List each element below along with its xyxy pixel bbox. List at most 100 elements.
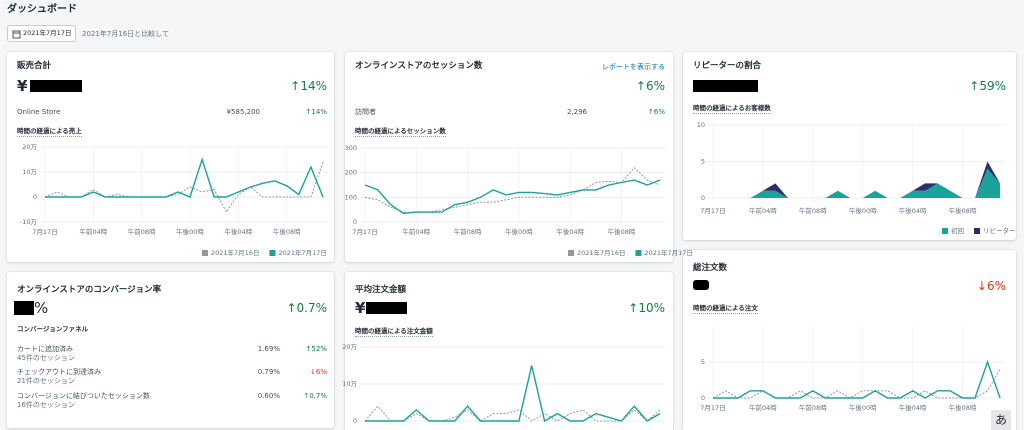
x-tick-label: 午後04時 (225, 227, 253, 236)
card-title: 総注文数 (693, 263, 728, 273)
row-change: ↑6% (648, 108, 665, 116)
row-value: 2,296 (566, 108, 587, 116)
page-title: ダッシュボード (7, 4, 77, 15)
legend-swatch (269, 250, 276, 256)
card-title: 販売合計 (17, 61, 52, 71)
x-tick-label: 午後00時 (849, 403, 877, 412)
change: ↑10% (628, 301, 665, 315)
row-change: ↓6% (310, 368, 327, 376)
row-value: 0.79% (257, 368, 280, 376)
x-tick-label: 午後08時 (949, 206, 977, 215)
row-sub: 45件のセッション (17, 354, 75, 362)
x-tick-label: 午後08時 (608, 227, 636, 236)
card-title: オンラインストアのコンバージョン率 (17, 285, 162, 295)
series-line (364, 405, 661, 422)
legend-label: 2021年7月17日 (644, 248, 692, 257)
value: % (34, 299, 49, 317)
ime-indicator: あ (995, 413, 1008, 427)
y-tick-label: 20万 (342, 343, 357, 351)
y-tick-label: 100 (345, 193, 357, 201)
x-tick-label: 午後08時 (949, 403, 977, 412)
aov-card (345, 272, 673, 430)
y-tick-label: 300 (345, 144, 357, 152)
redacted (30, 80, 82, 92)
x-tick-label: 午後04時 (556, 227, 584, 236)
y-tick-label: 10 (697, 121, 705, 129)
change: ↑59% (969, 79, 1006, 93)
x-tick-label: 7月17日 (352, 228, 377, 236)
redacted (693, 280, 709, 290)
row-change: ↑14% (305, 108, 327, 116)
series-line (44, 161, 324, 213)
row-value: 1.69% (257, 345, 280, 353)
series-area (713, 161, 1000, 198)
chart-title: 時間の経過による注文 (693, 304, 758, 314)
legend-swatch (635, 250, 642, 256)
chart-title: 時間の経過による注文金額 (355, 327, 433, 337)
x-tick-label: 午後00時 (505, 227, 533, 236)
date-label: 2021年7月17日 (23, 29, 72, 37)
row-change: ↑0.7% (303, 392, 327, 400)
y-tick-label: 5 (701, 158, 705, 166)
x-tick-label: 午後04時 (899, 206, 927, 215)
report-link[interactable]: レポートを表示する (602, 63, 665, 71)
x-tick-label: 午後08時 (273, 227, 301, 236)
y-tick-label: 20万 (22, 143, 37, 151)
series-line (364, 179, 661, 215)
row-change: ↑52% (305, 345, 327, 353)
conversion-card (7, 272, 334, 428)
series-line (712, 368, 1001, 399)
y-tick-label: 0 (353, 417, 357, 425)
currency: ¥ (17, 77, 28, 95)
y-tick-label: 200 (345, 169, 357, 177)
x-tick-label: 午前08時 (454, 227, 482, 236)
series-line (713, 359, 1001, 399)
x-tick-label: 午前04時 (79, 227, 107, 236)
chart-title: 時間の経過によるお客様数 (693, 104, 771, 114)
row-value: 0.60% (257, 392, 280, 400)
x-tick-label: 7月17日 (700, 404, 725, 412)
change: ↑6% (635, 79, 665, 93)
row-label: カートに追加済み (17, 345, 73, 353)
funnel-title: コンバージョンファネル (17, 325, 89, 333)
x-tick-label: 午後00時 (849, 206, 877, 215)
legend-swatch (202, 250, 208, 256)
x-tick-label: 午前08時 (799, 206, 827, 215)
card-title: オンラインストアのセッション数 (355, 61, 483, 71)
y-tick-label: -10万 (20, 218, 38, 226)
row-label: コンバージョンに結びついたセッション数 (17, 392, 150, 400)
legend-label: リピーター (983, 226, 1016, 235)
y-tick-label: 10万 (22, 168, 37, 176)
row-label: Online Store (17, 108, 61, 116)
redacted (14, 301, 34, 315)
card-title: リピーターの割合 (693, 61, 762, 71)
series-line (364, 166, 661, 213)
card-title: 平均注文金額 (355, 285, 407, 295)
x-tick-label: 午前04時 (749, 206, 777, 215)
chart-title: 時間の経過によるセッション数 (355, 127, 446, 137)
x-tick-label: 午前08時 (128, 227, 156, 236)
y-tick-label: 10万 (342, 380, 357, 388)
y-tick-label: 5 (701, 358, 705, 366)
legend-swatch (942, 228, 948, 234)
x-tick-label: 午後00時 (176, 227, 204, 236)
row-sub: 16件のセッション (17, 401, 75, 409)
x-tick-label: 午前04時 (402, 227, 430, 236)
sessions-card (345, 52, 673, 262)
x-tick-label: 7月17日 (32, 228, 57, 236)
row-label: チェックアウトに到達済み (17, 368, 101, 376)
x-tick-label: 午後04時 (899, 403, 927, 412)
legend-swatch (568, 250, 574, 256)
legend-swatch (974, 228, 980, 234)
row-label: 訪問者 (355, 108, 376, 116)
y-tick-label: 0 (701, 394, 705, 402)
chart-title: 時間の経過による売上 (17, 127, 82, 137)
y-tick-label: 0 (33, 193, 37, 201)
x-tick-label: 午前04時 (749, 403, 777, 412)
date-button[interactable]: 2021年7月17日 (7, 25, 76, 42)
ime-box (991, 410, 1011, 430)
x-tick-label: 7月17日 (700, 207, 725, 215)
calendar-icon (12, 30, 21, 39)
